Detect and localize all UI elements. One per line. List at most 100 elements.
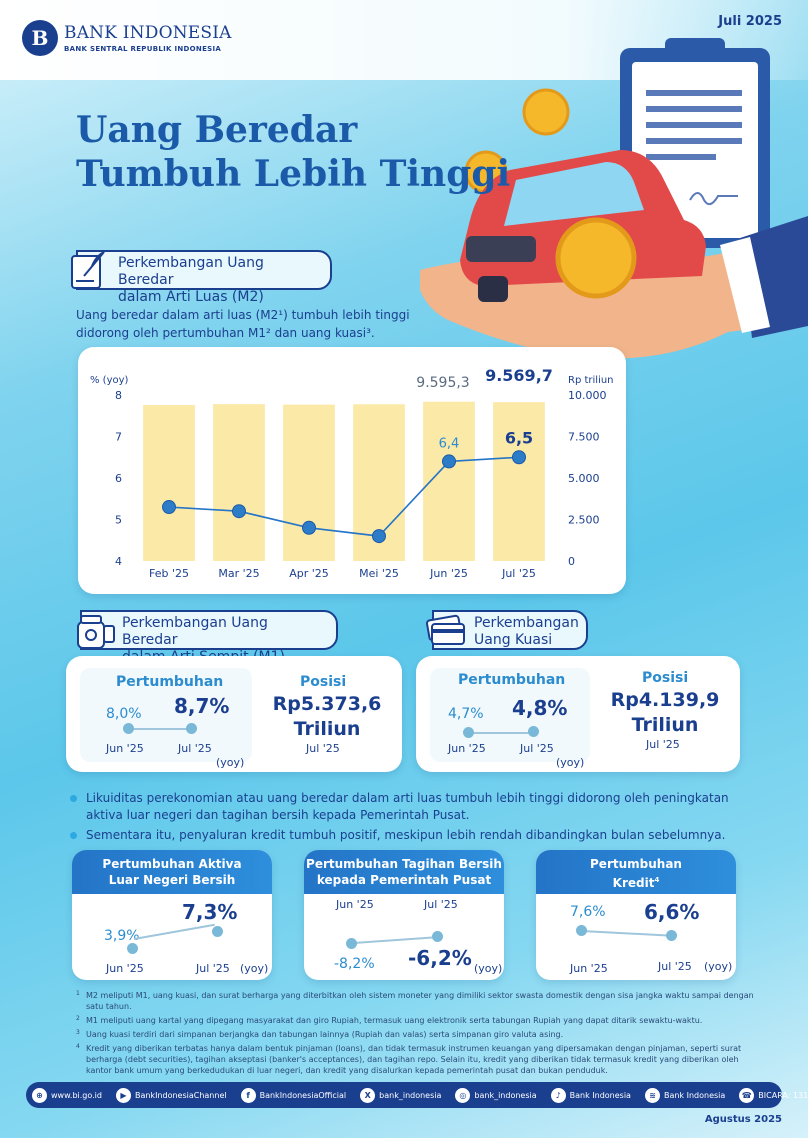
kuasi-prev-value: 4,7%	[448, 706, 484, 722]
page-title: Uang Beredar Tumbuh Lebih Tinggi	[76, 108, 510, 196]
kredit-title-line-2: Kredit4	[536, 872, 736, 891]
growth-point	[442, 454, 456, 469]
tagihan-title-line-2: kepada Pemerintah Pusat	[316, 873, 492, 887]
m2-heading-line-2: dalam Arti Luas (M2)	[118, 289, 264, 305]
car-on-hand-illustration	[420, 38, 808, 359]
footer-link-label: www.bi.go.id	[51, 1090, 102, 1100]
m1-growth-label: Pertumbuhan	[116, 674, 224, 690]
x-icon: X	[360, 1087, 376, 1103]
kuasi-curr-value: 4,8%	[512, 696, 568, 720]
aktiva-curr-value: 7,3%	[182, 900, 238, 924]
bar-value-label: 9.569,7	[485, 366, 553, 385]
tagihan-prev-dot	[346, 938, 357, 949]
footer-link[interactable]: ◎ bank_indonesia	[455, 1087, 537, 1103]
kuasi-curr-date: Jul '25	[520, 742, 554, 755]
kuasi-heading-line-2: Uang Kuasi	[474, 632, 553, 648]
aktiva-curr-date: Jul '25	[196, 962, 230, 975]
footer-link[interactable]: ⊕ www.bi.go.id	[32, 1087, 102, 1103]
footer-link[interactable]: ☎ BICARA: 131	[739, 1087, 808, 1103]
m1-curr-value: 8,7%	[174, 694, 230, 718]
left-tick-label: 6	[115, 472, 122, 485]
spotify-icon: ≋	[644, 1087, 660, 1103]
money-jar-icon	[77, 615, 115, 649]
kuasi-prev-dot	[463, 727, 474, 738]
right-tick-label: 7.500	[568, 431, 600, 444]
chart-bar	[423, 401, 475, 561]
aktiva-yoy: (yoy)	[240, 962, 269, 975]
footer-link-label: Bank Indonesia	[569, 1090, 631, 1100]
right-tick-label: 0	[568, 555, 575, 568]
chart-bar	[143, 404, 195, 561]
bank-subtitle: BANK SENTRAL REPUBLIK INDONESIA	[64, 45, 222, 53]
left-tick-label: 7	[115, 431, 122, 444]
m1-curr-date: Jul '25	[178, 742, 212, 755]
aktiva-card-title: Pertumbuhan Aktiva Luar Negeri Bersih	[72, 850, 272, 894]
aktiva-title-line-2: Luar Negeri Bersih	[108, 873, 236, 887]
m1-prev-dot	[123, 723, 134, 734]
aktiva-prev-value: 3,9%	[104, 928, 140, 944]
m1-position-value: Rp5.373,6 Triliun	[262, 692, 392, 742]
kredit-curr-date: Jul '25	[658, 960, 692, 973]
footnote-1: 1 M2 meliputi M1, uang kuasi, dan surat b…	[76, 990, 754, 1011]
m1-position-date: Jul '25	[306, 742, 340, 755]
x-tick-label: Jul '25	[501, 567, 536, 580]
kuasi-position-label: Posisi	[642, 670, 689, 686]
aktiva-prev-date: Jun '25	[106, 962, 144, 975]
tiktok-icon: ♪	[550, 1087, 566, 1103]
tagihan-card-title: Pertumbuhan Tagihan Bersih kepada Pemeri…	[304, 850, 504, 894]
m1-position-label: Posisi	[300, 674, 347, 690]
kredit-card: Pertumbuhan Kredit4 7,6% 6,6% Jun '25 Ju…	[536, 850, 736, 980]
footer-link-label: BICARA: 131	[758, 1090, 808, 1100]
kredit-card-title: Pertumbuhan Kredit4	[536, 850, 736, 894]
right-axis-label: Rp triliun	[568, 375, 614, 386]
growth-point	[302, 520, 316, 535]
kuasi-position-amount: Rp4.139,9	[610, 689, 720, 711]
m1-position-unit: Triliun	[293, 718, 361, 740]
kredit-trend-line	[581, 930, 670, 937]
bank-indonesia-logo[interactable]: B BANK INDONESIA BANK SENTRAL REPUBLIK I…	[22, 20, 232, 56]
x-tick-label: Feb '25	[149, 567, 189, 580]
kuasi-growth-panel	[430, 668, 590, 762]
footer-link[interactable]: f BankIndonesiaOfficial	[240, 1087, 346, 1103]
tagihan-curr-date: Jul '25	[424, 898, 458, 911]
growth-point	[162, 500, 176, 515]
bullet-item: Sementara itu, penyaluran kredit tumbuh …	[70, 827, 770, 844]
kredit-title-text: Kredit	[612, 876, 655, 890]
footnote-3: 3 Uang kuasi terdiri dari simpanan berjan…	[76, 1029, 564, 1039]
bi-seal-icon: B	[22, 20, 58, 56]
phone-icon: ☎	[739, 1087, 755, 1103]
m1-card: Pertumbuhan 8,0% 8,7% Jun '25 Jul '25 (y…	[66, 656, 402, 772]
tagihan-yoy: (yoy)	[474, 962, 503, 975]
kuasi-heading-line-1: Perkembangan	[474, 615, 579, 631]
footer-link-label: Bank Indonesia	[663, 1090, 726, 1100]
m1-curr-dot	[186, 723, 197, 734]
tagihan-curr-value: -6,2%	[408, 946, 472, 970]
m1-section-heading: Perkembangan Uang Beredar dalam Arti Sem…	[77, 610, 338, 665]
coin-icon	[555, 217, 637, 299]
aktiva-prev-dot	[127, 943, 138, 954]
footer-link[interactable]: ≋ Bank Indonesia	[644, 1087, 726, 1103]
bullet-1-line-1: Likuiditas perekonomian atau uang bereda…	[86, 791, 729, 805]
footer-link[interactable]: ♪ Bank Indonesia	[550, 1087, 631, 1103]
chart-bar	[283, 404, 335, 561]
kredit-footnote-ref: 4	[654, 876, 660, 884]
x-tick-label: Apr '25	[289, 567, 329, 580]
red-car-icon	[460, 150, 706, 302]
left-tick-label: 4	[115, 555, 122, 568]
kuasi-curr-dot	[528, 726, 539, 737]
footer-link-label: bank_indonesia	[379, 1090, 442, 1100]
footnotes: 1 M2 meliputi M1, uang kuasi, dan surat b…	[76, 990, 766, 1079]
youtube-icon: ▶	[115, 1087, 131, 1103]
x-tick-label: Mei '25	[359, 567, 399, 580]
tagihan-prev-date: Jun '25	[336, 898, 374, 911]
chart-bar	[213, 404, 265, 561]
kuasi-prev-date: Jun '25	[448, 742, 486, 755]
tagihan-prev-value: -8,2%	[334, 956, 375, 972]
kredit-curr-dot	[666, 930, 677, 941]
kuasi-position-value: Rp4.139,9 Triliun	[600, 688, 730, 738]
kuasi-yoy: (yoy)	[556, 756, 585, 769]
footer-link[interactable]: ▶ BankIndonesiaChannel	[115, 1087, 227, 1103]
right-tick-label: 10.000	[568, 389, 607, 402]
